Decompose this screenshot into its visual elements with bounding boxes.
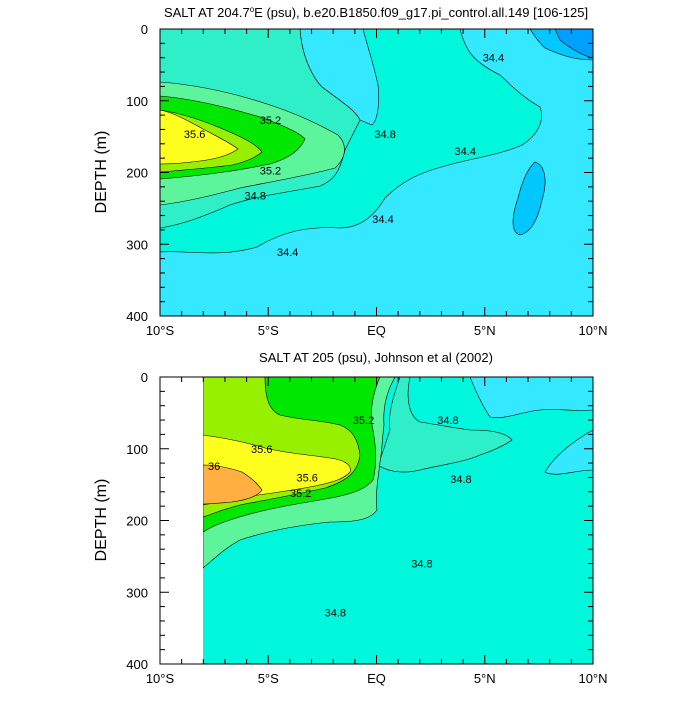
- contour-label: 35.2: [260, 165, 281, 177]
- contour-region: [544, 429, 593, 475]
- y-tick-label: 0: [141, 370, 148, 385]
- contour-label: 34.8: [325, 607, 346, 619]
- contour-region: [512, 161, 546, 236]
- x-tick-label: 5°N: [474, 323, 496, 338]
- panel1-contour-labels: 35.2 35.6 35.2 34.8 34.8 34.4 34.4 34.4 34.4: [184, 53, 504, 259]
- panel2-title: SALT AT 205 (psu), Johnson et al (2002): [259, 350, 493, 365]
- y-tick-label: 200: [126, 514, 148, 529]
- contour-label: 34.4: [483, 53, 504, 65]
- contour-label: 34.8: [245, 190, 266, 202]
- contour-label: 35.2: [353, 415, 374, 427]
- contour-label: 35.2: [290, 488, 311, 500]
- contour-label: 35.6: [297, 472, 318, 484]
- x-tick-label: 10°S: [146, 323, 175, 338]
- x-tick-label: 5°N: [474, 671, 496, 686]
- contour-label: 35.6: [184, 129, 205, 141]
- panel2-contour-fill: [203, 377, 593, 664]
- contour-label: 36: [208, 461, 220, 473]
- contour-region: [203, 377, 513, 473]
- y-tick-label: 0: [141, 22, 148, 37]
- y-tick-label: 100: [126, 94, 148, 109]
- x-tick-label: 5°S: [258, 323, 279, 338]
- contour-region: [160, 109, 239, 165]
- panel-observed-salinity: SALT AT 205 (psu), Johnson et al (2002) …: [93, 350, 608, 686]
- x-tick-label: EQ: [367, 671, 386, 686]
- y-tick-label: 200: [126, 166, 148, 181]
- contour-label: 34.8: [437, 415, 458, 427]
- contour-region: [469, 377, 593, 418]
- panel1-title: SALT AT 204.7oE (psu), b.e20.B1850.f09_g…: [164, 5, 588, 20]
- panel-model-salinity: SALT AT 204.7oE (psu), b.e20.B1850.f09_g…: [93, 5, 608, 338]
- contour-label: 34.8: [411, 559, 432, 571]
- contour-region: [203, 464, 263, 505]
- contour-label: 34.8: [374, 129, 395, 141]
- y-tick-label: 300: [126, 237, 148, 252]
- x-tick-label: 5°S: [258, 671, 279, 686]
- contour-label: 34.4: [277, 247, 298, 259]
- x-tick-label: EQ: [367, 323, 386, 338]
- contour-label: 35.2: [260, 115, 281, 127]
- x-tick-label: 10°N: [578, 323, 607, 338]
- panel2-ylabel: DEPTH (m): [93, 479, 110, 562]
- panel1-ylabel: DEPTH (m): [93, 131, 110, 214]
- x-tick-label: 10°S: [146, 671, 175, 686]
- contour-label: 34.4: [455, 146, 476, 158]
- x-tick-label: 10°N: [578, 671, 607, 686]
- contour-label: 34.4: [372, 214, 393, 226]
- y-tick-label: 400: [126, 657, 148, 672]
- contour-label: 34.8: [450, 474, 471, 486]
- contour-label: 35.6: [251, 444, 272, 456]
- panel1-axes: 10°S 5°S EQ 5°N 10°N 0 100 200 300 400: [126, 22, 607, 338]
- panel2-axes: 10°S 5°S EQ 5°N 10°N 0 100 200 300 400: [126, 370, 607, 686]
- y-tick-label: 100: [126, 442, 148, 457]
- y-tick-label: 400: [126, 309, 148, 324]
- y-tick-label: 300: [126, 585, 148, 600]
- panel1-contour-fill: [160, 29, 593, 316]
- panel2-contour-labels: 35.2 34.8 35.6 36 35.6 34.8 35.2 34.8 34.8: [208, 415, 472, 619]
